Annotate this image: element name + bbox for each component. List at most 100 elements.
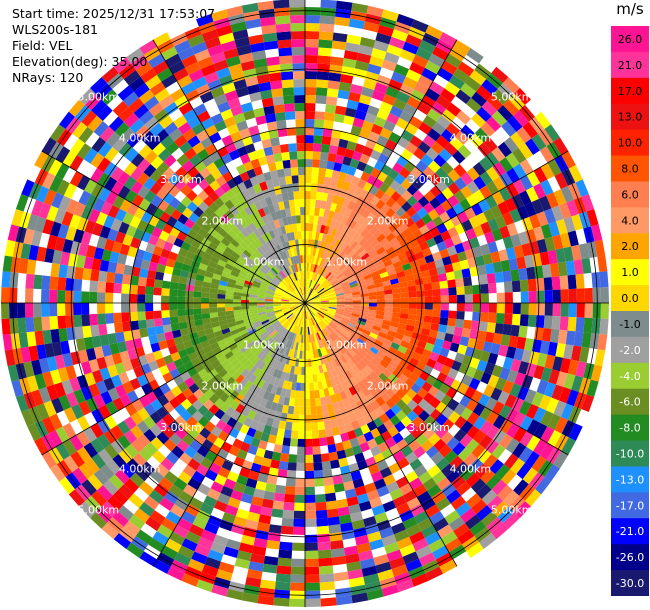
range-gate [202, 252, 213, 261]
range-gate [290, 167, 299, 176]
range-gate [373, 242, 383, 252]
range-gate [369, 346, 379, 355]
range-gate [512, 303, 521, 315]
range-gate [225, 538, 241, 551]
range-gate [348, 229, 357, 239]
range-gate [507, 115, 523, 132]
range-gate [418, 471, 432, 485]
range-gate [129, 320, 140, 331]
range-gate [301, 239, 305, 248]
range-gate [174, 427, 188, 440]
range-gate [210, 283, 219, 290]
range-gate [409, 531, 425, 545]
range-gate [575, 273, 585, 289]
range-gate [320, 303, 329, 306]
range-gate [257, 0, 275, 11]
range-gate [278, 261, 285, 270]
range-gate [321, 216, 328, 226]
range-gate [329, 377, 337, 387]
range-gate [188, 523, 205, 537]
range-gate [296, 462, 305, 471]
range-gate [197, 110, 211, 123]
range-gate [194, 217, 206, 228]
range-gate [131, 194, 144, 207]
range-gate [336, 326, 344, 334]
range-gate [161, 280, 171, 289]
range-gate [327, 443, 337, 454]
range-gate [440, 295, 449, 303]
range-gate [553, 137, 569, 155]
range-gate [502, 356, 514, 370]
range-gate [256, 405, 265, 416]
range-gate [446, 436, 460, 451]
range-gate [418, 121, 432, 135]
range-gate [459, 198, 472, 211]
range-gate [53, 382, 67, 398]
range-gate [318, 232, 324, 242]
range-gate [514, 88, 531, 105]
range-gate [255, 260, 264, 268]
range-gate [363, 164, 375, 175]
range-gate [472, 189, 486, 203]
range-gate [187, 166, 200, 179]
range-gate [302, 279, 305, 288]
range-gate [410, 503, 425, 517]
range-gate [486, 474, 502, 490]
range-gate [258, 8, 275, 19]
range-gate [294, 103, 305, 112]
range-gate [403, 160, 416, 173]
range-gate [165, 510, 181, 525]
range-gate [175, 392, 187, 404]
range-gate [280, 281, 288, 288]
range-gate [305, 300, 313, 303]
range-gate [271, 88, 284, 98]
range-gate [429, 397, 441, 409]
colorbar-segment [611, 51, 649, 79]
range-gate [224, 89, 239, 102]
range-gate [394, 173, 406, 185]
range-gate [383, 419, 395, 431]
range-gate [472, 403, 486, 417]
range-gate [309, 342, 313, 351]
range-gate [186, 416, 198, 428]
range-gate [243, 283, 252, 289]
range-gate [138, 501, 155, 517]
range-gate [513, 479, 529, 496]
range-gate [279, 63, 293, 73]
range-gate [105, 303, 114, 314]
range-gate [348, 320, 358, 326]
range-gate [236, 449, 248, 460]
range-gate [246, 409, 257, 420]
range-gate [114, 384, 127, 398]
range-gate [288, 143, 298, 152]
range-gate [69, 377, 81, 392]
range-gate [257, 361, 266, 371]
range-gate [379, 359, 390, 369]
range-gate [272, 265, 280, 274]
range-gate [415, 377, 426, 388]
range-gate [536, 238, 548, 254]
range-gate [228, 445, 240, 457]
range-gate [181, 82, 197, 96]
range-gate [363, 21, 380, 33]
range-gate [498, 187, 512, 202]
range-gate [65, 290, 74, 303]
range-gate [470, 478, 487, 494]
range-gate [276, 31, 292, 41]
range-gate [449, 342, 460, 353]
range-gate [290, 305, 298, 310]
range-gate [168, 172, 181, 186]
range-gate [254, 238, 263, 248]
range-gate [345, 327, 354, 334]
range-gate [288, 284, 295, 292]
range-gate [447, 194, 460, 208]
range-gate [209, 255, 220, 264]
range-gate [291, 47, 305, 56]
range-gate [163, 354, 174, 365]
range-gate [279, 143, 290, 153]
range-gate [180, 421, 193, 434]
range-gate [440, 88, 456, 103]
range-gate [283, 338, 289, 347]
range-gate [305, 398, 311, 407]
range-gate [262, 253, 270, 262]
